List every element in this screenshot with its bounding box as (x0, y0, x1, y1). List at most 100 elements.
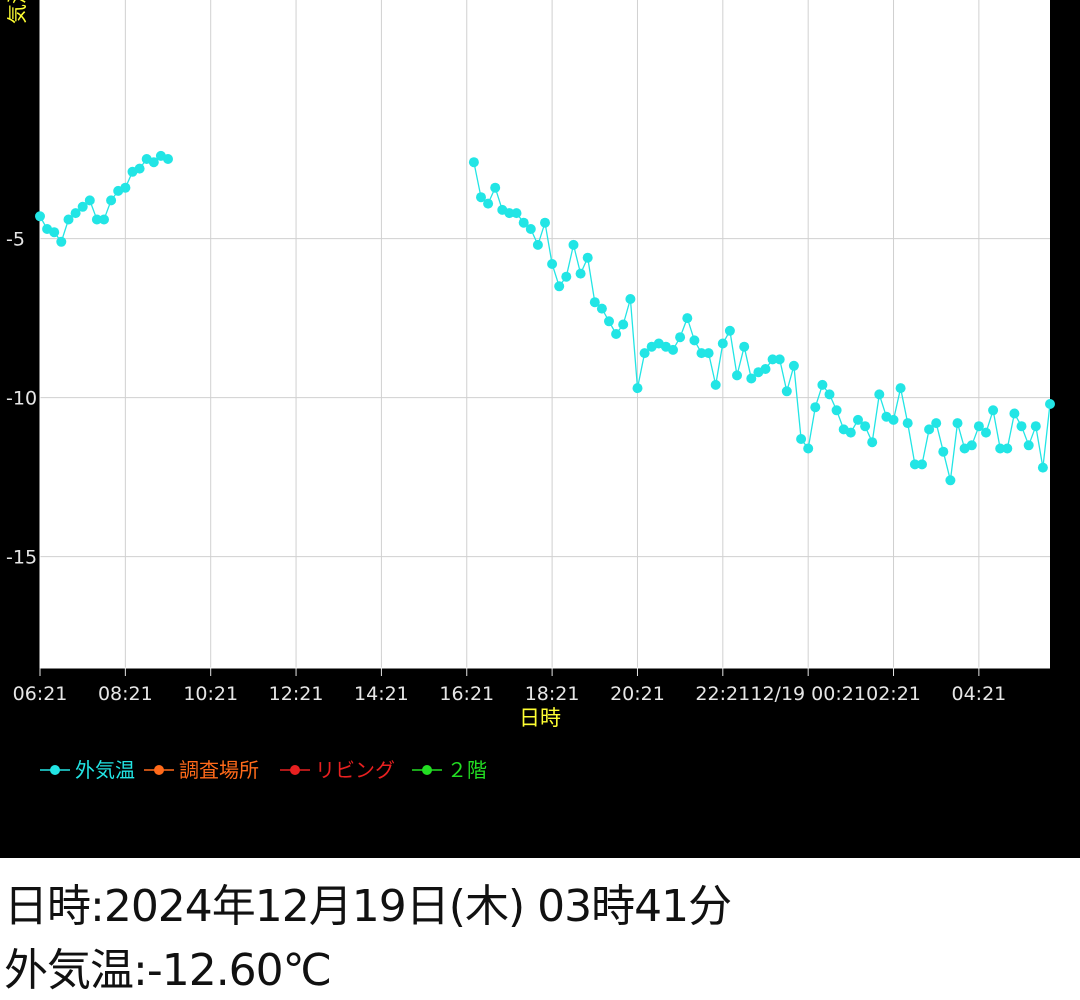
legend-item[interactable]: 外気温 (40, 758, 135, 782)
data-point[interactable] (547, 259, 558, 269)
data-point[interactable] (483, 198, 494, 209)
data-point[interactable] (973, 421, 984, 432)
data-point[interactable] (917, 459, 927, 470)
data-point[interactable] (518, 217, 529, 228)
data-point[interactable] (803, 443, 814, 454)
data-point[interactable] (1037, 462, 1048, 473)
data-point[interactable] (77, 201, 88, 212)
data-point[interactable] (618, 319, 629, 330)
data-point[interactable] (1009, 408, 1020, 419)
data-point[interactable] (561, 271, 572, 282)
x-axis-label: 日時 (519, 706, 561, 730)
data-point[interactable] (668, 344, 678, 355)
data-point[interactable] (909, 459, 920, 470)
data-point[interactable] (874, 389, 885, 400)
data-point[interactable] (568, 239, 579, 250)
data-point[interactable] (35, 211, 45, 222)
data-point[interactable] (70, 208, 81, 219)
data-point[interactable] (995, 443, 1006, 454)
data-point[interactable] (931, 418, 942, 429)
data-point[interactable] (604, 316, 614, 327)
data-point[interactable] (84, 195, 95, 206)
data-point[interactable] (824, 389, 835, 400)
data-point[interactable] (1045, 399, 1055, 409)
data-point[interactable] (632, 383, 643, 394)
data-point[interactable] (596, 303, 607, 314)
data-point[interactable] (781, 386, 792, 397)
data-point[interactable] (746, 373, 757, 384)
data-point[interactable] (490, 182, 501, 193)
legend-item[interactable]: リビング (280, 758, 395, 782)
data-point[interactable] (682, 313, 693, 324)
data-point[interactable] (981, 427, 991, 438)
data-point[interactable] (575, 268, 586, 279)
data-point[interactable] (945, 475, 956, 486)
data-point[interactable] (511, 208, 522, 219)
data-point[interactable] (163, 154, 173, 164)
data-point[interactable] (867, 437, 878, 448)
data-point[interactable] (689, 335, 700, 346)
data-point[interactable] (106, 195, 117, 206)
data-point[interactable] (49, 227, 60, 238)
data-point[interactable] (589, 297, 600, 308)
data-point[interactable] (860, 421, 871, 432)
temperature-chart[interactable]: -5 -10 -15 06:21 08:21 10:21 12:21 14:21 16:21 1… (0, 0, 1080, 858)
data-point[interactable] (767, 354, 778, 365)
chart-panel[interactable]: -5 -10 -15 06:21 08:21 10:21 12:21 14:21 16:21 1… (0, 0, 1080, 858)
data-point[interactable] (476, 192, 486, 203)
plot-area (40, 0, 1050, 668)
y-axis-label: 気温 (5, 0, 29, 24)
data-point[interactable] (120, 182, 131, 193)
data-point[interactable] (63, 214, 74, 225)
data-point[interactable] (788, 360, 799, 371)
data-point[interactable] (696, 348, 707, 359)
data-point[interactable] (717, 338, 728, 349)
data-point[interactable] (148, 157, 159, 168)
data-point[interactable] (468, 157, 479, 168)
data-point[interactable] (831, 405, 842, 416)
data-point[interactable] (1023, 440, 1034, 451)
data-point[interactable] (902, 418, 913, 429)
data-point[interactable] (525, 224, 536, 234)
data-point[interactable] (966, 440, 977, 451)
data-point[interactable] (554, 281, 565, 292)
data-point[interactable] (724, 325, 735, 336)
data-point[interactable] (853, 414, 863, 425)
data-point[interactable] (739, 341, 750, 352)
data-point[interactable] (582, 252, 593, 263)
data-point[interactable] (796, 434, 807, 444)
data-point[interactable] (540, 217, 550, 228)
data-point[interactable] (675, 332, 686, 343)
data-point[interactable] (134, 163, 145, 174)
data-point[interactable] (625, 294, 636, 304)
legend-item[interactable]: ２階 (412, 758, 487, 782)
x-tick-label: 18:21 (525, 683, 580, 705)
data-point[interactable] (988, 405, 999, 416)
legend[interactable]: 外気温 調査場所 リビング ２階 (40, 758, 487, 782)
data-point[interactable] (56, 236, 67, 247)
data-point[interactable] (817, 379, 828, 390)
data-point[interactable] (504, 208, 515, 219)
data-point[interactable] (888, 414, 899, 425)
data-point[interactable] (895, 383, 906, 394)
data-point[interactable] (760, 364, 771, 374)
data-point[interactable] (845, 427, 856, 438)
data-point[interactable] (952, 418, 963, 429)
data-point[interactable] (732, 370, 742, 381)
data-point[interactable] (99, 214, 109, 225)
data-point[interactable] (611, 329, 622, 339)
data-point[interactable] (91, 214, 102, 225)
series-points (35, 150, 1055, 486)
data-point[interactable] (938, 446, 949, 457)
data-point[interactable] (1002, 443, 1013, 454)
data-point[interactable] (774, 354, 785, 365)
data-point[interactable] (703, 348, 714, 359)
data-point[interactable] (924, 424, 935, 435)
data-point[interactable] (639, 348, 650, 359)
legend-item[interactable]: 調査場所 (144, 758, 259, 782)
data-point[interactable] (810, 402, 821, 413)
data-point[interactable] (1016, 421, 1027, 432)
data-point[interactable] (1030, 421, 1041, 432)
data-point[interactable] (710, 379, 721, 390)
data-point[interactable] (532, 239, 543, 250)
